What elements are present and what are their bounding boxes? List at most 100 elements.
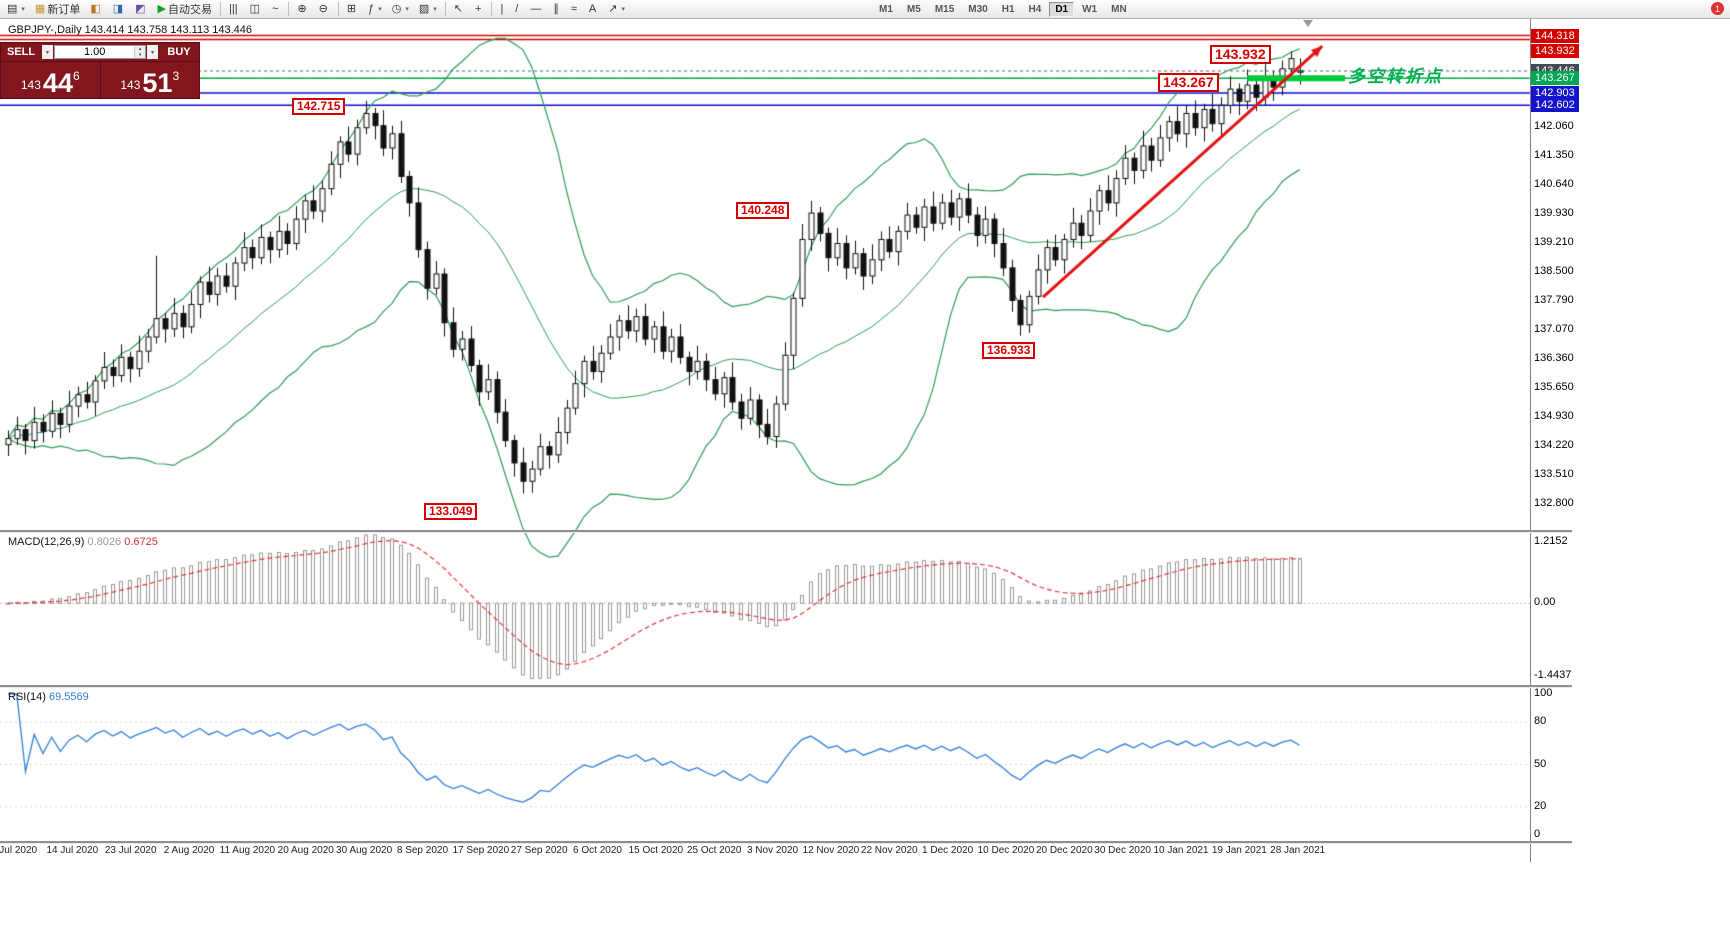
axis-label: -1.4437 <box>1534 669 1572 681</box>
axis-label: 50 <box>1534 757 1547 770</box>
chart-window-button[interactable]: ▤ ▾ <box>3 1 29 17</box>
market-watch-button[interactable]: ◧ <box>86 1 106 17</box>
toolbar-separator <box>337 2 339 16</box>
fibonacci-button[interactable]: ≈ <box>567 1 583 17</box>
time-axis[interactable]: 7 Jul 2020 14 Jul 2020 23 Jul 2020 2 Aug 20… <box>0 843 1530 861</box>
vertical-line-button[interactable]: | <box>496 1 509 17</box>
volume-input[interactable] <box>55 46 135 58</box>
buy-button[interactable]: BUY <box>159 43 199 61</box>
price-callout[interactable]: 143.267 <box>1158 73 1219 92</box>
timeframe-toolbar: M1 M5 M15 M30 H1 H4 D1 W1 MN <box>872 1 1134 17</box>
axis-label: 134.220 <box>1534 438 1574 451</box>
timeframe-mn[interactable]: MN <box>1105 2 1133 17</box>
timeframe-h1[interactable]: H1 <box>996 2 1021 17</box>
periods-button[interactable]: ◷ ▾ <box>388 1 413 17</box>
templates-caret-icon: ▾ <box>433 6 437 13</box>
sell-price-prefix: 143 <box>20 78 41 92</box>
indicators-icon: ƒ <box>368 2 375 15</box>
axis-label: 135.650 <box>1534 380 1574 393</box>
macd-indicator-label: MACD(12,26,9) 0.8026 0.6725 <box>8 536 158 548</box>
line-chart-button[interactable]: ~ <box>268 1 284 17</box>
navigator-button[interactable]: ◨ <box>109 1 129 17</box>
volume-up-icon[interactable]: ▴ <box>135 46 145 52</box>
candlestick-chart-button[interactable]: ◫ <box>246 1 266 17</box>
time-axis-label: 10 Dec 2020 <box>977 845 1035 856</box>
price-axis[interactable]: 144.200142.060141.350140.640139.930139.2… <box>1530 18 1579 862</box>
panel-divider-macd-rsi[interactable] <box>0 685 1572 688</box>
sell-button[interactable]: SELL <box>1 43 41 61</box>
horizontal-line-button[interactable]: — <box>526 1 547 17</box>
sell-options-caret-icon[interactable]: ▾ <box>42 45 53 59</box>
tile-windows-icon: ⊞ <box>346 2 357 15</box>
chart-shift-marker[interactable] <box>1303 20 1313 27</box>
autotrading-button[interactable]: ▶ 自动交易 <box>154 1 216 17</box>
annotation-text[interactable]: 多空转折点 <box>1348 67 1443 86</box>
buy-price-sup: 3 <box>172 69 180 83</box>
time-axis-label: 6 Oct 2020 <box>573 845 622 856</box>
autotrading-icon: ▶ <box>157 2 167 15</box>
time-axis-label: 23 Jul 2020 <box>104 845 157 856</box>
price-axis-tag: 143.932 <box>1531 44 1579 59</box>
axis-label: 80 <box>1534 715 1547 728</box>
indicators-button[interactable]: ƒ ▾ <box>364 1 386 17</box>
bar-chart-button[interactable]: ||| <box>225 1 244 17</box>
timeframe-m15[interactable]: M15 <box>929 2 960 17</box>
new-order-button[interactable]: ▦ 新订单 <box>31 1 84 17</box>
terminal-button[interactable]: ◩ <box>131 1 151 17</box>
new-order-label: 新订单 <box>47 4 81 16</box>
arrows-caret-icon: ▾ <box>621 6 625 13</box>
toolbar-items: ▤ ▾ ▦ 新订单 ◧ ◨ ◩ ▶ 自动交易 ||| ◫ ~ ⊕ ⊖ ⊞ ƒ ▾ ◷ ▾ ▨ ▾ ↖ + | / — ∥ ≈ A ↗ ▾ <box>0 0 630 18</box>
axis-label: 138.500 <box>1534 264 1574 277</box>
timeframe-m5[interactable]: M5 <box>901 2 927 17</box>
zoom-out-button[interactable]: ⊖ <box>315 1 334 17</box>
axis-label: 0 <box>1534 828 1541 840</box>
arrows-button[interactable]: ↗ ▾ <box>604 1 629 17</box>
rsi-indicator-label: RSI(14) 69.5569 <box>8 691 89 703</box>
timeframe-d1[interactable]: D1 <box>1049 1 1075 17</box>
vertical-line-icon: | <box>500 2 504 15</box>
price-callout[interactable]: 143.932 <box>1210 45 1271 64</box>
time-axis-label: 15 Oct 2020 <box>628 845 684 856</box>
time-axis-label: 3 Nov 2020 <box>746 845 799 856</box>
tile-windows-button[interactable]: ⊞ <box>343 1 362 17</box>
buy-price-button[interactable]: 143 51 3 <box>101 62 200 98</box>
timeframe-m30[interactable]: M30 <box>962 2 993 17</box>
text-label-button[interactable]: A <box>585 1 602 17</box>
panel-divider-rsi-dates[interactable] <box>0 841 1572 844</box>
templates-button[interactable]: ▨ ▾ <box>415 1 441 17</box>
time-axis-label: 7 Jul 2020 <box>0 845 38 856</box>
price-callout[interactable]: 140.248 <box>736 202 790 219</box>
arrows-icon: ↗ <box>608 2 618 15</box>
panel-divider-main-macd[interactable] <box>0 530 1572 533</box>
price-callout[interactable]: 142.715 <box>292 98 346 115</box>
trade-panel-prices: 143 44 6 143 51 3 <box>1 61 199 98</box>
volume-down-icon[interactable]: ▾ <box>135 52 145 58</box>
equidistant-channel-button[interactable]: ∥ <box>549 1 565 17</box>
timeframe-m1[interactable]: M1 <box>873 2 899 17</box>
time-axis-label: 14 Jul 2020 <box>46 845 99 856</box>
timeframe-w1[interactable]: W1 <box>1076 2 1103 17</box>
price-callout[interactable]: 133.049 <box>424 503 478 520</box>
trend-line-button[interactable]: / <box>511 1 524 17</box>
buy-options-caret-icon[interactable]: ▾ <box>147 45 158 59</box>
notification-badge[interactable]: 1 <box>1711 2 1724 15</box>
time-axis-label: 25 Oct 2020 <box>686 845 742 856</box>
line-chart-icon: ~ <box>272 2 279 15</box>
trend-line-icon: / <box>515 2 519 15</box>
price-callout[interactable]: 136.933 <box>982 342 1036 359</box>
crosshair-button[interactable]: + <box>471 1 487 17</box>
new-order-icon: ▦ <box>34 2 46 15</box>
cursor-button[interactable]: ↖ <box>450 1 469 17</box>
sell-price-button[interactable]: 143 44 6 <box>1 62 101 98</box>
text-label-icon: A <box>588 2 597 15</box>
zoom-in-button[interactable]: ⊕ <box>293 1 312 17</box>
autotrading-label: 自动交易 <box>168 4 213 16</box>
timeframe-h4[interactable]: H4 <box>1023 2 1048 17</box>
volume-field: ▴ ▾ <box>54 45 146 59</box>
macd-name: MACD(12,26,9) <box>8 536 85 548</box>
price-axis-border <box>1530 18 1531 862</box>
axis-label: 1.2152 <box>1534 535 1568 547</box>
macd-main-value: 0.8026 <box>87 536 122 548</box>
